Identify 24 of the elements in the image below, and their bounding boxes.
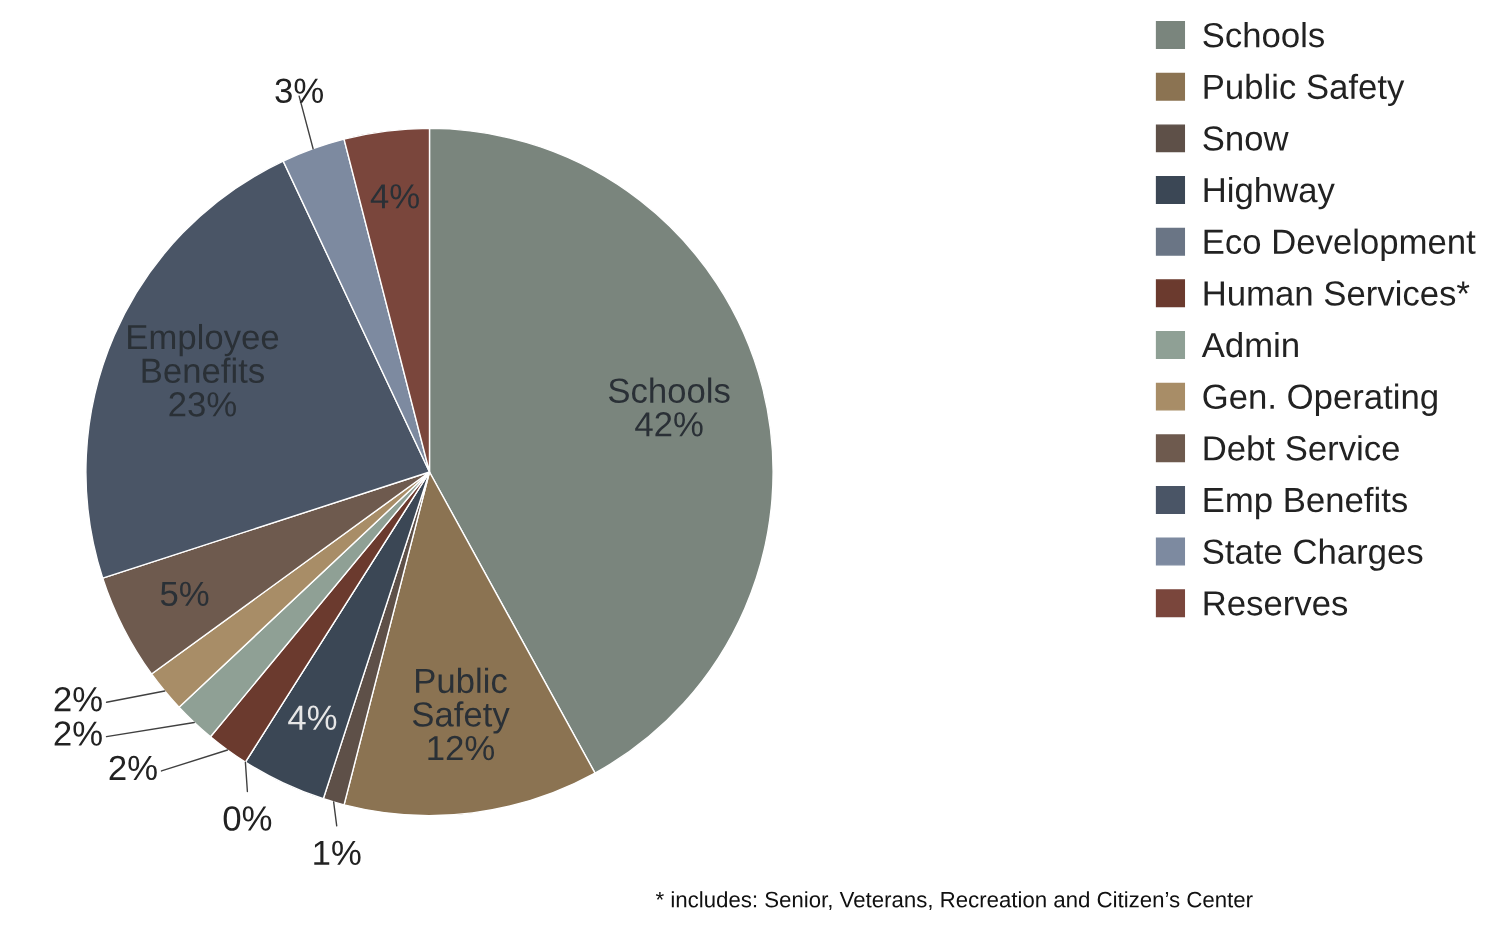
data-label: 5% <box>160 581 209 607</box>
data-label: Public Safety 12% <box>412 667 510 761</box>
data-label: 2% <box>109 755 157 781</box>
legend-label: Admin <box>1201 331 1298 358</box>
legend-label: Human Services* <box>1204 280 1470 306</box>
legend-label: Emp Benefits <box>1204 486 1407 520</box>
legend-label: State Charges <box>1203 538 1423 571</box>
legend-label: Schools <box>1203 21 1324 48</box>
text: * includes: Senior, Veterans, Recreation and Citizen’s Center <box>655 891 1253 911</box>
legend-label: Debt Service <box>1204 435 1399 461</box>
data-label: 2% <box>54 686 102 712</box>
data-label: 2% <box>54 721 102 746</box>
legend-label: Gen. Operating <box>1203 383 1437 416</box>
data-label: 1% <box>314 840 361 866</box>
legend-label: Reserves <box>1204 591 1348 616</box>
data-label: 3% <box>275 78 323 104</box>
legend-label: Public Safety <box>1204 73 1405 107</box>
data-label: 4% <box>370 184 419 209</box>
data-label: 4% <box>288 705 337 730</box>
legend-label: Eco Development <box>1204 228 1476 261</box>
text: 0% <box>223 806 272 831</box>
data-label: Schools 42% <box>608 377 730 437</box>
legend-label: Highway <box>1204 176 1335 210</box>
legend-label: Snow <box>1203 126 1289 151</box>
